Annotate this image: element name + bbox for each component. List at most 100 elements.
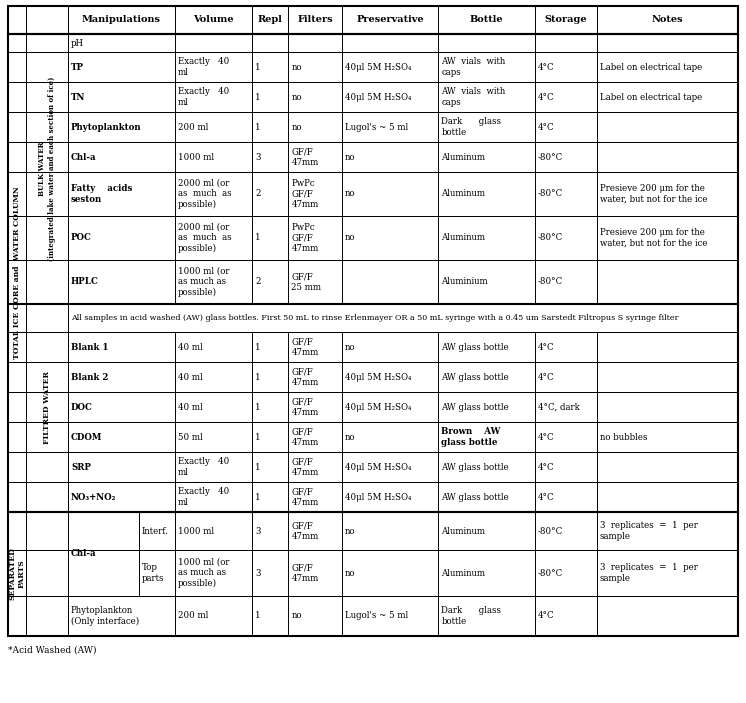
Text: 4°C: 4°C: [538, 612, 554, 621]
Text: 1: 1: [255, 233, 260, 243]
Text: 4°C: 4°C: [538, 493, 554, 501]
Text: All samples in acid washed (AW) glass bottles. First 50 mL to rinse Erlenmayer O: All samples in acid washed (AW) glass bo…: [71, 314, 679, 322]
Bar: [8, 260, 738, 304]
Text: 40μl 5M H₂SO₄: 40μl 5M H₂SO₄: [345, 93, 411, 101]
Text: Chl-a: Chl-a: [71, 550, 97, 558]
Text: 3  replicates  =  1  per
sample: 3 replicates = 1 per sample: [600, 563, 698, 583]
Text: Presieve 200 μm for the
water, but not for the ice: Presieve 200 μm for the water, but not f…: [600, 228, 707, 247]
Text: Preservative: Preservative: [357, 15, 424, 25]
Text: GF/F
47mm: GF/F 47mm: [292, 397, 319, 417]
Text: -80°C: -80°C: [538, 278, 563, 287]
Text: Fatty    acids
seston: Fatty acids seston: [71, 184, 132, 204]
Text: 2000 ml (or
as  much  as
possible): 2000 ml (or as much as possible): [178, 223, 232, 253]
Text: SEPARATED
PARTS: SEPARATED PARTS: [8, 548, 25, 600]
Bar: [8, 332, 738, 362]
Text: POC: POC: [71, 233, 92, 243]
Text: 2: 2: [255, 278, 260, 287]
Text: 40μl 5M H₂SO₄: 40μl 5M H₂SO₄: [345, 463, 411, 472]
Text: GF/F
47mm: GF/F 47mm: [292, 457, 319, 477]
Text: 40μl 5M H₂SO₄: 40μl 5M H₂SO₄: [345, 493, 411, 501]
Bar: [8, 142, 738, 172]
Text: 1: 1: [255, 432, 260, 441]
Text: Blank 2: Blank 2: [71, 373, 108, 382]
Text: 1000 ml: 1000 ml: [178, 153, 214, 162]
Text: no: no: [292, 612, 302, 621]
Bar: [8, 512, 738, 636]
Text: BULK WATER
(integrated lake water and each section of ice): BULK WATER (integrated lake water and ea…: [38, 77, 56, 262]
Text: -80°C: -80°C: [538, 153, 563, 162]
Text: 1: 1: [255, 463, 260, 472]
Text: no: no: [345, 527, 356, 536]
Text: no: no: [345, 190, 356, 198]
Text: no: no: [345, 342, 356, 352]
Bar: [8, 52, 738, 82]
Text: 1: 1: [255, 612, 260, 621]
Text: 4°C, dark: 4°C, dark: [538, 403, 580, 411]
Text: 1: 1: [255, 342, 260, 352]
Bar: [8, 596, 738, 636]
Text: -80°C: -80°C: [538, 190, 563, 198]
Text: TOTAL ICE CORE and  WATER COLUMN: TOTAL ICE CORE and WATER COLUMN: [13, 186, 21, 359]
Text: Exactly   40
ml: Exactly 40 ml: [178, 487, 229, 507]
Text: CDOM: CDOM: [71, 432, 102, 441]
Text: AW glass bottle: AW glass bottle: [442, 403, 509, 411]
Text: AW glass bottle: AW glass bottle: [442, 463, 509, 472]
Bar: [8, 82, 738, 112]
Text: no: no: [345, 569, 356, 577]
Text: *Acid Washed (AW): *Acid Washed (AW): [8, 645, 96, 654]
Text: -80°C: -80°C: [538, 569, 563, 577]
Text: GF/F
47mm: GF/F 47mm: [292, 427, 319, 446]
Text: Aluminum: Aluminum: [442, 527, 486, 536]
Text: 40μl 5M H₂SO₄: 40μl 5M H₂SO₄: [345, 373, 411, 382]
Text: 2: 2: [255, 190, 260, 198]
Text: 4°C: 4°C: [538, 373, 554, 382]
Text: GF/F
47mm: GF/F 47mm: [292, 367, 319, 387]
Bar: [8, 34, 738, 52]
Bar: [8, 112, 738, 142]
Text: NO₃+NO₂: NO₃+NO₂: [71, 493, 116, 501]
Text: Storage: Storage: [545, 15, 587, 25]
Text: 2000 ml (or
as  much  as
possible): 2000 ml (or as much as possible): [178, 179, 232, 209]
Text: 1000 ml: 1000 ml: [178, 527, 214, 536]
Text: 1: 1: [255, 403, 260, 411]
Text: 200 ml: 200 ml: [178, 612, 208, 621]
Text: Label on electrical tape: Label on electrical tape: [600, 63, 702, 72]
Bar: [8, 392, 738, 422]
Text: Exactly   40
ml: Exactly 40 ml: [178, 58, 229, 77]
Text: Aluminium: Aluminium: [442, 278, 488, 287]
Text: GF/F
25 mm: GF/F 25 mm: [292, 272, 322, 292]
Text: 4°C: 4°C: [538, 122, 554, 131]
Bar: [8, 34, 738, 512]
Text: Volume: Volume: [193, 15, 234, 25]
Text: Aluminum: Aluminum: [442, 233, 486, 243]
Text: Manipulations: Manipulations: [82, 15, 161, 25]
Text: 4°C: 4°C: [538, 463, 554, 472]
Bar: [8, 362, 738, 392]
Text: Blank 1: Blank 1: [71, 342, 108, 352]
Text: GF/F
47mm: GF/F 47mm: [292, 522, 319, 541]
Text: 1000 ml (or
as much as
possible): 1000 ml (or as much as possible): [178, 558, 230, 588]
Bar: [8, 452, 738, 482]
Text: no: no: [292, 122, 302, 131]
Text: TP: TP: [71, 63, 84, 72]
Text: PwPc
GF/F
47mm: PwPc GF/F 47mm: [292, 223, 319, 253]
Text: SRP: SRP: [71, 463, 91, 472]
Text: 3: 3: [255, 527, 260, 536]
Bar: [8, 512, 738, 550]
Text: no: no: [345, 153, 356, 162]
Text: DOC: DOC: [71, 403, 93, 411]
Text: AW  vials  with
caps: AW vials with caps: [442, 87, 506, 107]
Text: -80°C: -80°C: [538, 233, 563, 243]
Text: 50 ml: 50 ml: [178, 432, 203, 441]
Text: 4°C: 4°C: [538, 432, 554, 441]
Bar: [8, 482, 738, 512]
Text: 1: 1: [255, 63, 260, 72]
Text: Exactly   40
ml: Exactly 40 ml: [178, 457, 229, 477]
Text: Phytoplankton: Phytoplankton: [71, 122, 142, 131]
Text: PwPc
GF/F
47mm: PwPc GF/F 47mm: [292, 179, 319, 209]
Text: 200 ml: 200 ml: [178, 122, 208, 131]
Text: 3: 3: [255, 569, 260, 577]
Text: 1: 1: [255, 93, 260, 101]
Text: pH: pH: [71, 39, 84, 48]
Text: Repl: Repl: [258, 15, 283, 25]
